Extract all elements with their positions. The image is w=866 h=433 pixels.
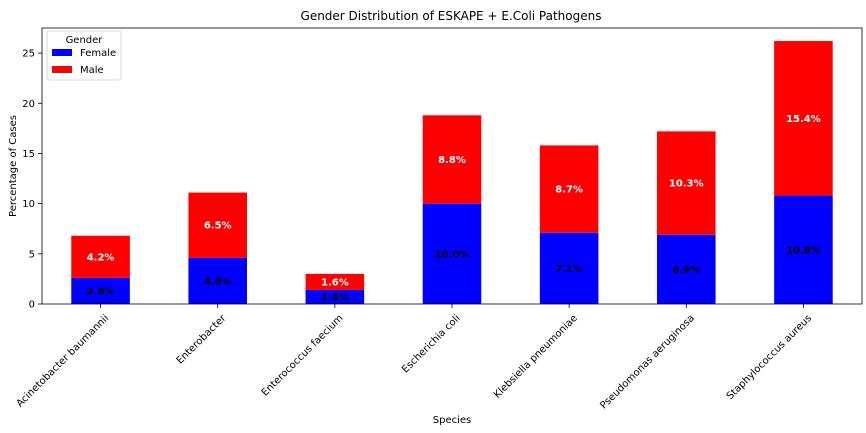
x-axis: Acinetobacter baumannii Enterobacter Enter… (15, 304, 814, 412)
legend-label-female: Female (80, 48, 116, 59)
legend-title: Gender (66, 35, 104, 46)
x-axis-title: Species (433, 415, 472, 426)
x-tick-label: Escherichia coli (400, 313, 463, 376)
data-labels-group: 2.6% 4.2% 4.6% 6.5% 1.4% 1.6% 10.0% 8.8% 7.1% 8.7… (87, 114, 821, 304)
bar-male-4 (539, 145, 599, 233)
bars-group (71, 41, 833, 304)
y-tick-label: 20 (22, 99, 35, 110)
data-label-female-0: 2.6% (87, 286, 115, 297)
data-label-male-1: 6.5% (204, 221, 232, 232)
bar-male-0 (71, 235, 130, 278)
data-label-male-4: 8.7% (555, 185, 583, 196)
data-label-female-3: 10.0% (435, 249, 470, 260)
bar-female-5 (657, 234, 716, 304)
bar-male-1 (188, 192, 247, 258)
data-label-female-1: 4.6% (204, 276, 232, 287)
chart-title: Gender Distribution of ESKAPE + E.Coli P… (301, 9, 602, 23)
y-tick-label: 5 (29, 249, 35, 260)
legend: Gender Female Male (46, 30, 122, 81)
bar-male-5 (657, 131, 716, 235)
y-tick-label: 25 (22, 49, 35, 60)
data-label-female-4: 7.1% (555, 264, 583, 275)
x-tick-label: Klebsiella pneumoniae (492, 313, 580, 401)
y-axis-title: Percentage of Cases (8, 115, 19, 217)
x-tick-label: Acinetobacter baumannii (15, 313, 112, 410)
y-tick-label: 0 (29, 300, 35, 311)
data-label-female-6: 10.8% (786, 245, 821, 256)
data-label-female-2: 1.4% (321, 292, 349, 303)
legend-swatch-male (52, 66, 72, 73)
y-tick-label: 15 (22, 149, 35, 160)
bar-female-4 (539, 232, 599, 304)
bar-male-2 (305, 273, 365, 290)
x-tick-label: Enterococcus faecium (260, 313, 346, 399)
legend-swatch-female (52, 49, 72, 56)
bar-female-3 (422, 203, 482, 304)
bar-male-6 (774, 41, 833, 196)
data-label-female-5: 6.9% (672, 265, 700, 276)
data-label-male-3: 8.8% (438, 155, 466, 166)
y-axis: 0 5 10 15 20 25 (22, 49, 42, 311)
data-label-male-5: 10.3% (669, 179, 704, 190)
y-tick-label: 10 (22, 199, 35, 210)
bar-male-3 (422, 115, 482, 204)
bar-female-6 (774, 195, 833, 304)
x-tick-label: Enterobacter (175, 312, 229, 366)
data-label-male-2: 1.6% (321, 277, 349, 288)
legend-label-male: Male (80, 65, 104, 76)
bar-female-1 (188, 257, 247, 304)
data-label-male-0: 4.2% (87, 252, 115, 263)
x-tick-label: Staphylococcus aureus (725, 313, 814, 402)
bar-female-2 (305, 289, 365, 304)
data-label-male-6: 15.4% (786, 114, 821, 125)
x-tick-label: Pseudomonas aeruginosa (598, 313, 697, 412)
bar-female-0 (71, 277, 130, 304)
